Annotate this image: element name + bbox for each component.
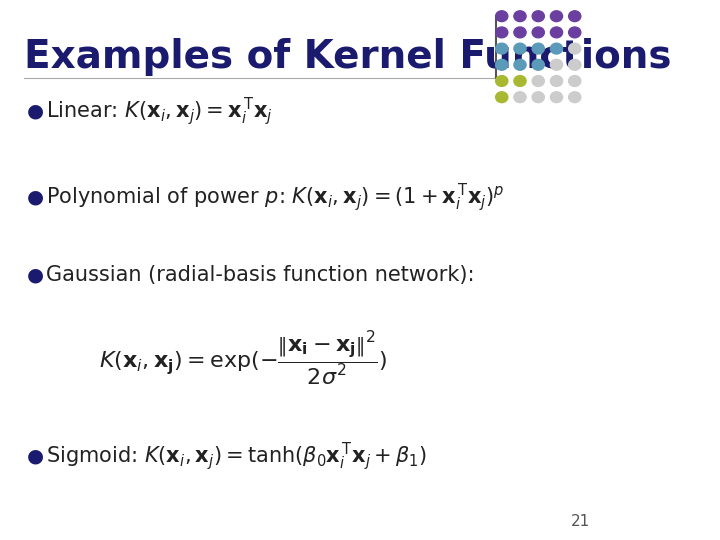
Text: ●: ● xyxy=(27,187,45,207)
Circle shape xyxy=(550,92,562,103)
Circle shape xyxy=(550,76,562,86)
Text: ●: ● xyxy=(27,447,45,466)
Circle shape xyxy=(569,43,581,54)
Circle shape xyxy=(495,59,508,70)
Text: $K(\mathbf{x}_i, \mathbf{x_j}) = \exp(-\dfrac{\left\|\mathbf{x_i} - \mathbf{x_j}: $K(\mathbf{x}_i, \mathbf{x_j}) = \exp(-\… xyxy=(99,330,387,388)
Circle shape xyxy=(532,43,544,54)
Circle shape xyxy=(550,11,562,22)
Circle shape xyxy=(495,76,508,86)
Circle shape xyxy=(514,27,526,38)
Circle shape xyxy=(569,76,581,86)
Circle shape xyxy=(569,11,581,22)
Circle shape xyxy=(514,59,526,70)
Circle shape xyxy=(514,92,526,103)
Circle shape xyxy=(569,92,581,103)
Text: Linear: $\mathit{K}(\mathbf{x}_i, \mathbf{x}_j)= \mathbf{x}_i^{\,\mathsf{T}}\mat: Linear: $\mathit{K}(\mathbf{x}_i, \mathb… xyxy=(45,94,272,127)
Circle shape xyxy=(514,11,526,22)
Circle shape xyxy=(550,27,562,38)
Text: Gaussian (radial-basis function network):: Gaussian (radial-basis function network)… xyxy=(45,265,474,286)
Circle shape xyxy=(532,76,544,86)
Circle shape xyxy=(550,43,562,54)
Circle shape xyxy=(550,59,562,70)
Text: Examples of Kernel Functions: Examples of Kernel Functions xyxy=(24,38,672,76)
Circle shape xyxy=(495,27,508,38)
Text: ●: ● xyxy=(27,101,45,120)
Text: Polynomial of power $\mathit{p}$: $\mathit{K}(\mathbf{x}_i,\mathbf{x}_j)= (1+ \m: Polynomial of power $\mathit{p}$: $\math… xyxy=(45,181,504,213)
Circle shape xyxy=(495,11,508,22)
Circle shape xyxy=(532,59,544,70)
Circle shape xyxy=(532,92,544,103)
Circle shape xyxy=(532,27,544,38)
Circle shape xyxy=(514,76,526,86)
Text: Sigmoid: $\mathit{K}(\mathbf{x}_i,\mathbf{x}_j)= \tanh(\beta_0\mathbf{x}_i^{\,\m: Sigmoid: $\mathit{K}(\mathbf{x}_i,\mathb… xyxy=(45,440,427,472)
Circle shape xyxy=(495,92,508,103)
Circle shape xyxy=(532,11,544,22)
Circle shape xyxy=(495,43,508,54)
Text: 21: 21 xyxy=(571,514,590,529)
Text: ●: ● xyxy=(27,266,45,285)
Circle shape xyxy=(514,43,526,54)
Circle shape xyxy=(569,59,581,70)
Circle shape xyxy=(569,27,581,38)
